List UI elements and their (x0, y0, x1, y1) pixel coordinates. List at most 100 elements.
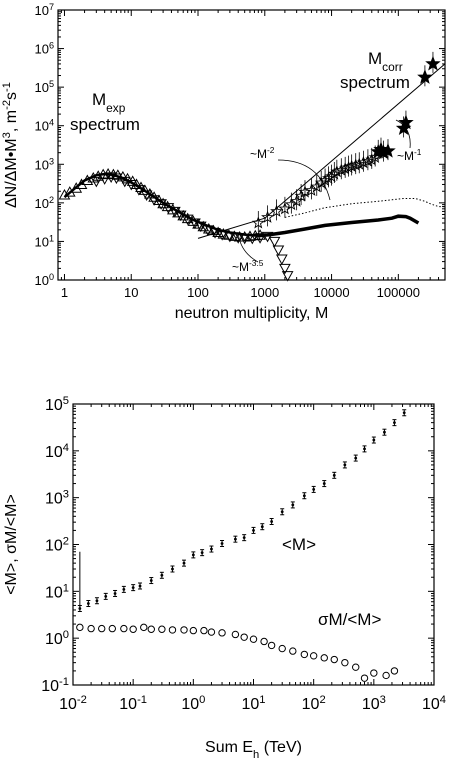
annotation-mcorr-spectrum: spectrum (340, 73, 410, 92)
data-point (86, 602, 90, 605)
data-point (268, 236, 281, 248)
annotation-slope-1: ~M-1 (397, 147, 422, 163)
data-point (305, 183, 318, 196)
data-point (169, 206, 181, 218)
data-point (162, 203, 175, 214)
series-label-sigma: σM/<M> (318, 610, 381, 629)
chart-neutron-spectrum: 1 10 100 1000 10000 100000 100 101 102 103 104 105 1… (1, 2, 446, 322)
data-point (200, 551, 204, 555)
data-point (261, 210, 275, 223)
data-point (104, 594, 108, 598)
data-point (149, 579, 153, 582)
power-law-line (264, 63, 446, 219)
data-point (380, 142, 396, 158)
data-point (267, 641, 276, 650)
data-point (129, 625, 137, 633)
y-tick-label: 100 (45, 629, 69, 648)
data-point (122, 587, 126, 591)
data-point (158, 625, 166, 633)
data-point (372, 438, 376, 442)
x-axis-label: Sum Eh (TeV) (205, 739, 302, 761)
data-point (191, 553, 195, 557)
x-tick-label: 102 (302, 694, 326, 713)
x-tick-label: 1000 (250, 285, 279, 300)
data-point (120, 624, 128, 633)
data-point (363, 447, 366, 451)
data-point (189, 626, 198, 635)
data-point (63, 186, 76, 197)
y-tick-label: 100 (34, 272, 54, 288)
data-point (327, 167, 341, 180)
annotation-mexp-spectrum: spectrum (70, 115, 140, 134)
chart-multiplicity-vs-energy: 10-2 10-1 100 101 102 103 10410-11001011021031… (3, 395, 446, 761)
data-point (138, 584, 142, 588)
data-point (312, 488, 316, 491)
annotation-slope-2: ~M-2 (250, 145, 275, 161)
annotation-mexp: Mexp (92, 90, 126, 115)
data-point (330, 655, 338, 664)
x-tick-label: 100 (187, 285, 209, 300)
x-tick-label: 101 (241, 694, 265, 713)
data-point (398, 114, 414, 130)
data-point (252, 529, 255, 532)
data-point (284, 197, 298, 211)
y-axis-label: ΔN/ΔM•M3, m-2s-1 (1, 82, 20, 208)
data-point (140, 623, 148, 632)
data-point (233, 537, 237, 541)
y-tick-label: 10-1 (41, 676, 69, 695)
data-point (181, 212, 194, 224)
data-point (139, 184, 151, 195)
data-point (417, 69, 433, 84)
data-point (246, 233, 259, 245)
data-point (180, 626, 188, 634)
data-point (78, 607, 82, 610)
data-point (148, 191, 160, 202)
data-point (279, 263, 291, 275)
data-point (260, 637, 268, 646)
data-point (275, 254, 288, 266)
data-point (87, 624, 95, 633)
data-point (270, 520, 274, 523)
data-point (110, 173, 123, 185)
data-point (220, 542, 224, 545)
x-tick-label: 1 (61, 285, 68, 300)
data-point (272, 245, 285, 257)
data-point (238, 233, 251, 245)
data-point (382, 671, 390, 680)
data-point (343, 463, 347, 467)
data-point (309, 652, 318, 660)
data-point (332, 473, 336, 477)
data-point (113, 592, 117, 595)
data-point (249, 635, 258, 643)
data-point (95, 599, 99, 603)
data-point (289, 647, 297, 655)
data-point (330, 164, 344, 178)
data-point (290, 194, 304, 207)
data-point (75, 178, 88, 189)
leader-line (395, 119, 411, 149)
data-point (212, 226, 224, 238)
data-point (160, 573, 164, 577)
data-point (383, 430, 386, 434)
y-tick-label: 101 (45, 582, 69, 601)
leader-line (237, 231, 259, 263)
data-point (360, 674, 369, 682)
data-point (133, 185, 145, 196)
y-tick-label: 101 (34, 233, 54, 249)
leader-line (277, 159, 331, 201)
plot-frame (57, 9, 446, 281)
x-tick-label: 104 (422, 694, 446, 713)
data-point (218, 629, 226, 637)
y-tick-label: 104 (34, 118, 54, 134)
data-point (108, 624, 117, 633)
data-point (189, 218, 201, 230)
x-axis-label: neutron multiplicity, M (175, 305, 329, 322)
data-point (280, 510, 284, 514)
dotted-curve (284, 198, 445, 218)
data-point (231, 630, 240, 639)
data-point (390, 667, 399, 675)
data-point (131, 586, 135, 590)
data-point (192, 218, 204, 229)
x-tick-label: 100 (181, 694, 205, 713)
